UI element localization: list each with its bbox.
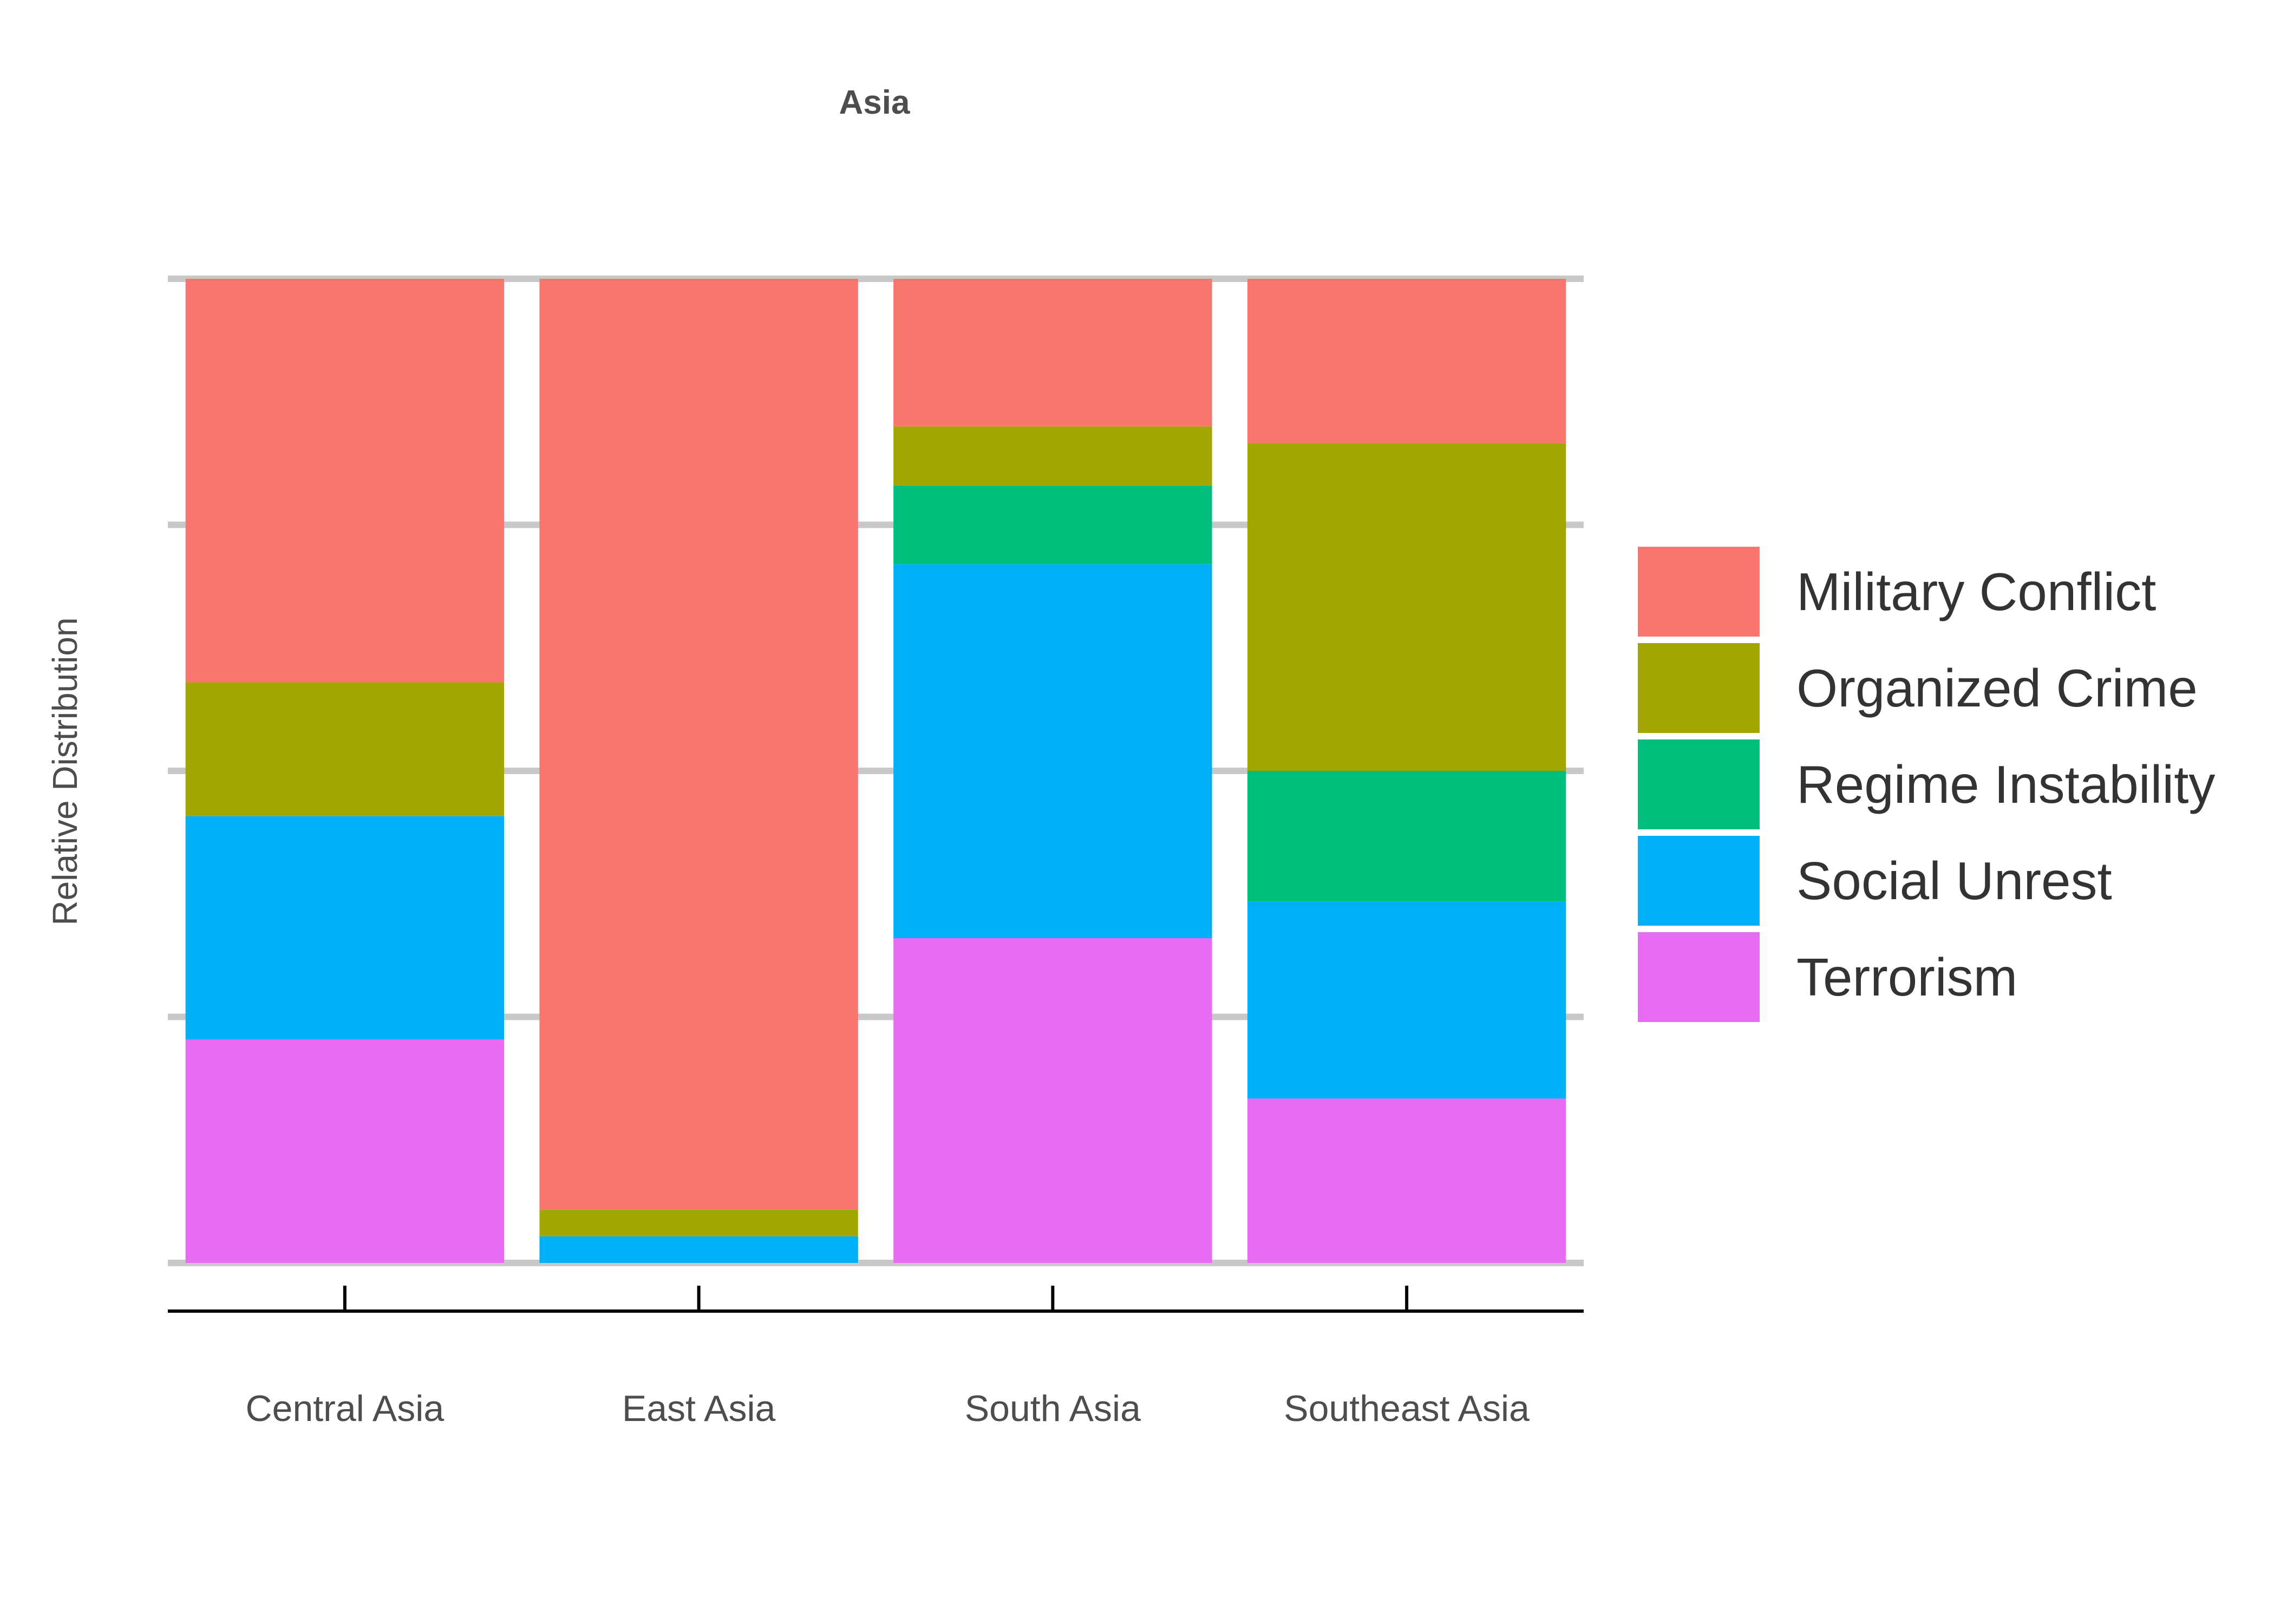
bar-south-asia-military-conflict <box>893 279 1212 427</box>
bar-southeast-asia-regime-instability <box>1247 771 1566 902</box>
bar-central-asia-organized-crime <box>185 682 505 816</box>
bar-south-asia-regime-instability <box>893 485 1212 565</box>
legend-label-terrorism: Terrorism <box>1796 947 2017 1007</box>
bar-south-asia-social-unrest <box>893 564 1212 939</box>
chart-title: Asia <box>839 84 910 121</box>
bar-southeast-asia-organized-crime <box>1247 443 1566 771</box>
bar-east-asia-social-unrest <box>539 1236 858 1263</box>
bar-central-asia-terrorism <box>185 1039 505 1263</box>
bar-east-asia-military-conflict <box>539 279 858 1210</box>
bar-central-asia-social-unrest <box>185 816 505 1040</box>
y-axis-label: Relative Distribution <box>45 617 84 925</box>
bar-east-asia-organized-crime <box>539 1209 858 1236</box>
x-tick-label: Central Asia <box>246 1388 445 1429</box>
legend-key-organized-crime <box>1638 643 1760 733</box>
x-axis: Central Asia East Asia South Asia Southeast… <box>168 1286 1584 1429</box>
legend-label-social-unrest: Social Unrest <box>1796 851 2112 911</box>
x-tick-label: South Asia <box>965 1388 1141 1429</box>
x-tick-label: East Asia <box>622 1388 776 1429</box>
legend: Military Conflict Organized Crime Regime I… <box>1638 547 2215 1022</box>
legend-key-social-unrest <box>1638 836 1760 926</box>
x-tick-label: Southeast Asia <box>1284 1388 1530 1429</box>
legend-label-regime-instability: Regime Instability <box>1796 755 2215 814</box>
bar-southeast-asia-military-conflict <box>1247 279 1566 443</box>
bar-southeast-asia-social-unrest <box>1247 901 1566 1099</box>
legend-key-military-conflict <box>1638 547 1760 637</box>
bars <box>185 279 1566 1263</box>
legend-label-organized-crime: Organized Crime <box>1796 658 2198 718</box>
bar-south-asia-organized-crime <box>893 426 1212 486</box>
bar-south-asia-terrorism <box>893 938 1212 1263</box>
bar-central-asia-military-conflict <box>185 279 505 683</box>
legend-key-terrorism <box>1638 932 1760 1022</box>
legend-key-regime-instability <box>1638 739 1760 829</box>
legend-label-military-conflict: Military Conflict <box>1796 562 2156 621</box>
bar-southeast-asia-terrorism <box>1247 1098 1566 1263</box>
